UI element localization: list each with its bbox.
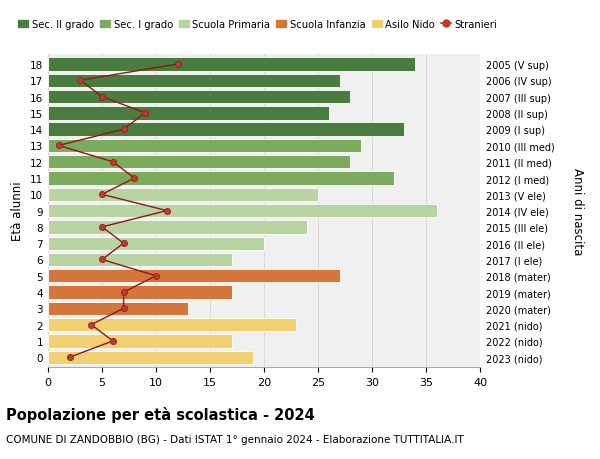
Legend: Sec. II grado, Sec. I grado, Scuola Primaria, Scuola Infanzia, Asilo Nido, Stran: Sec. II grado, Sec. I grado, Scuola Prim… — [19, 19, 497, 29]
Bar — [48, 74, 340, 88]
Bar — [48, 335, 232, 348]
Bar — [48, 107, 329, 120]
Bar — [48, 140, 361, 153]
Bar — [48, 253, 232, 267]
Bar — [48, 172, 394, 185]
Bar — [48, 204, 437, 218]
Bar — [48, 221, 307, 234]
Bar — [48, 351, 253, 364]
Y-axis label: Anni di nascita: Anni di nascita — [571, 168, 584, 255]
Bar — [48, 91, 350, 104]
Bar — [48, 318, 296, 331]
Bar — [48, 269, 340, 283]
Bar — [48, 188, 318, 202]
Bar — [48, 286, 232, 299]
Bar — [48, 237, 264, 250]
Bar — [48, 302, 188, 315]
Text: COMUNE DI ZANDOBBIO (BG) - Dati ISTAT 1° gennaio 2024 - Elaborazione TUTTITALIA.: COMUNE DI ZANDOBBIO (BG) - Dati ISTAT 1°… — [6, 434, 464, 444]
Bar — [48, 58, 415, 72]
Text: Popolazione per età scolastica - 2024: Popolazione per età scolastica - 2024 — [6, 406, 315, 422]
Y-axis label: Età alunni: Età alunni — [11, 181, 25, 241]
Bar — [48, 156, 350, 169]
Bar — [48, 123, 404, 136]
